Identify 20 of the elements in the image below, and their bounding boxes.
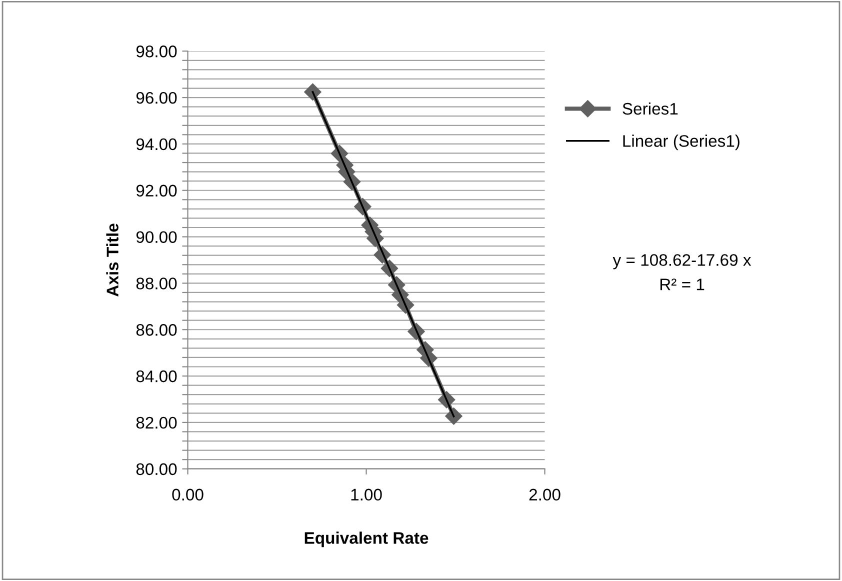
text: y = 108.62-17.69 x <box>612 254 752 270</box>
y-tick-label: 92.00 <box>136 184 177 197</box>
legend-label: Linear (Series1) <box>623 134 740 150</box>
x-tick-label: 2.00 <box>529 488 560 501</box>
y-tick-label: 84.00 <box>136 370 177 382</box>
point <box>304 83 322 101</box>
y-tick-label: 88.00 <box>136 278 177 290</box>
y-tick-label: 80.00 <box>136 463 177 476</box>
x-tick-label: 1.00 <box>351 488 382 501</box>
x-tick-label: 0.00 <box>172 488 204 501</box>
text: R² = 1 <box>660 278 704 290</box>
y-tick-label: 90.00 <box>136 231 177 243</box>
y-tick-label: 96.00 <box>136 92 177 104</box>
legend-label: Series1 <box>622 102 678 115</box>
y-tick-label: 86.00 <box>136 324 177 336</box>
y-tick-label: 94.00 <box>136 138 177 150</box>
y-axis-title: Axis Title <box>106 224 118 296</box>
x-axis-title: Equivalent Rate <box>304 532 428 548</box>
y-tick-label: 82.00 <box>136 416 177 429</box>
y-tick-label: 98.00 <box>136 46 177 58</box>
